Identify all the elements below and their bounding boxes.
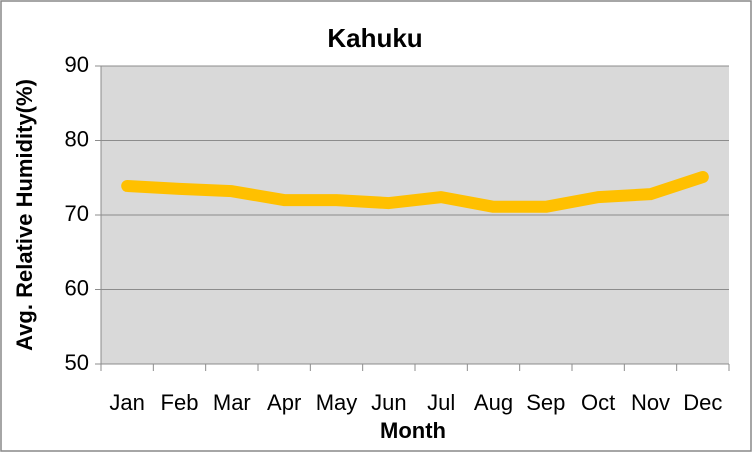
x-tick-label: Oct (581, 390, 615, 415)
x-tick-label: Aug (474, 390, 513, 415)
x-tick-label: Apr (267, 390, 301, 415)
y-tick-label: 70 (65, 201, 89, 226)
y-tick-label: 60 (65, 275, 89, 300)
y-tick-label: 90 (65, 52, 89, 77)
x-tick-label: Jan (109, 390, 144, 415)
y-tick-label: 80 (65, 126, 89, 151)
chart-title: Kahuku (327, 23, 422, 53)
y-axis-label: Avg. Relative Humidity(%) (12, 79, 37, 351)
x-tick-label: Nov (631, 390, 670, 415)
x-tick-label: Dec (683, 390, 722, 415)
x-tick-label: Jun (371, 390, 406, 415)
line-series (121, 171, 709, 213)
x-tick-label: May (316, 390, 358, 415)
y-tick-label: 50 (65, 350, 89, 375)
x-tick-label: Feb (161, 390, 199, 415)
x-tick-label: Sep (526, 390, 565, 415)
x-tick-label: Mar (213, 390, 251, 415)
x-tick-label: Jul (427, 390, 455, 415)
x-axis-label: Month (380, 418, 446, 443)
